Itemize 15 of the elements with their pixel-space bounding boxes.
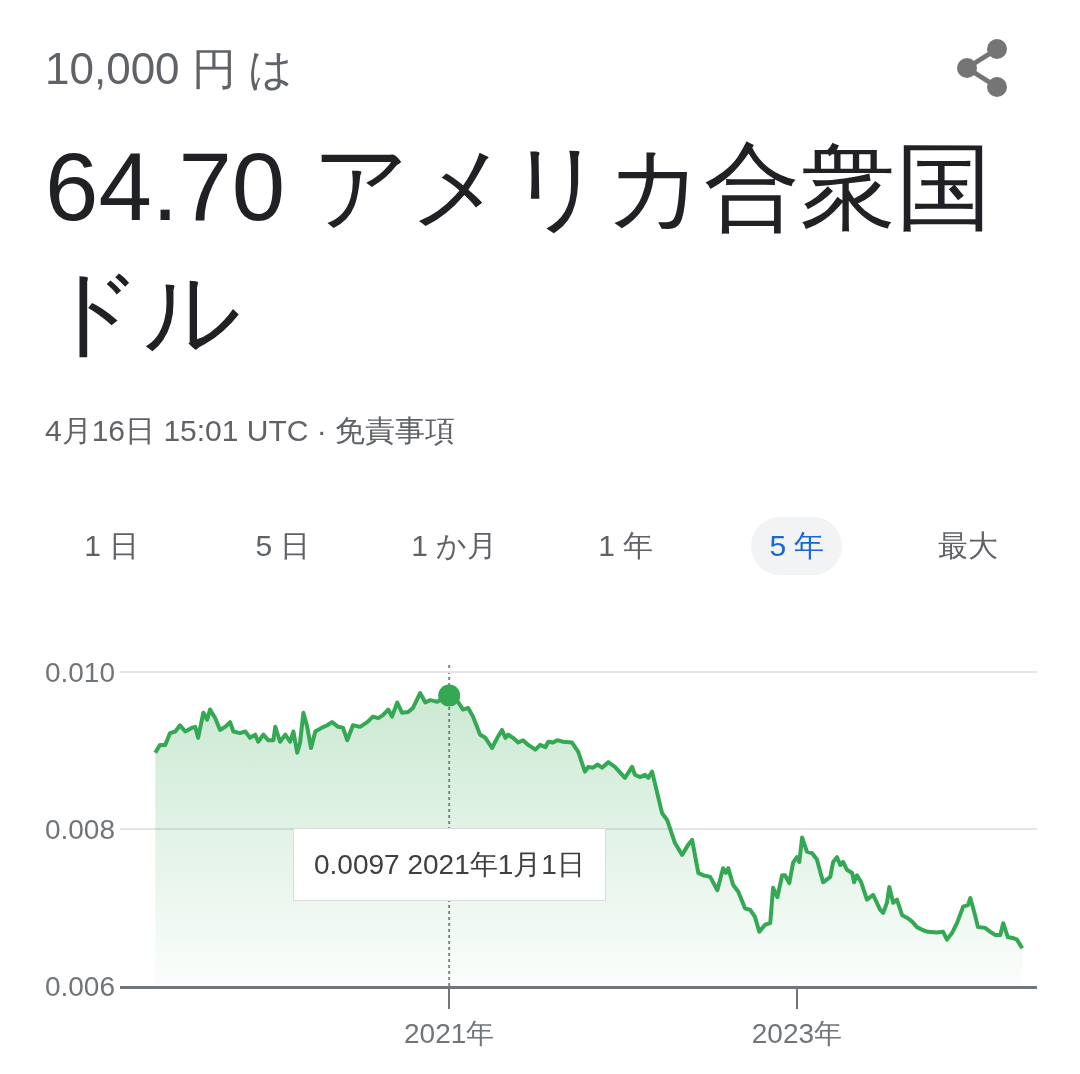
y-tick-label: 0.008 bbox=[44, 813, 115, 845]
text: 4月16日 15:01 UTC · 免責事項 bbox=[45, 414, 456, 447]
ref-line-label: 0.0097 2021年1月1日 bbox=[314, 849, 585, 880]
text: 5 年 bbox=[751, 517, 843, 575]
chart-title: 64.70 アメリカ合衆国ドル bbox=[45, 132, 993, 367]
text: 最大 bbox=[937, 528, 1000, 564]
text: 5 日 bbox=[254, 528, 312, 564]
x-tick-label: 2023年 bbox=[751, 1017, 843, 1049]
text: 1 日 bbox=[83, 528, 141, 564]
text: 1 か月 bbox=[410, 528, 499, 564]
text: 1 年 bbox=[597, 528, 655, 564]
y-tick-label: 0.010 bbox=[44, 656, 115, 688]
x-tick-label: 2021年 bbox=[404, 1017, 495, 1049]
y-tick-label: 0.006 bbox=[44, 970, 115, 1002]
chart-subtitle: 10,000 円 は bbox=[45, 44, 294, 93]
